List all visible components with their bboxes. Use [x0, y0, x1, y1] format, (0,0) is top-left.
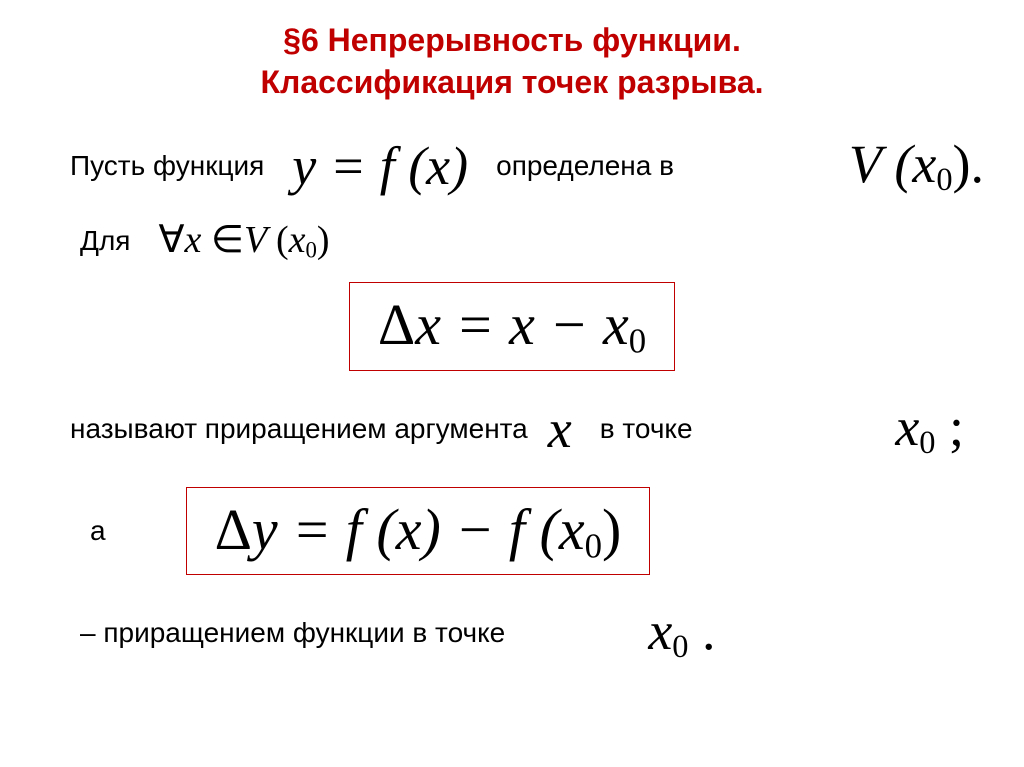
- box1-formula: Δx = x − x0: [378, 292, 646, 357]
- line1-text1: Пусть функция: [70, 150, 264, 182]
- line-5: – приращением функции в точке x0 .: [40, 600, 984, 666]
- title-line-2: Классификация точек разрыва.: [260, 64, 763, 100]
- line1-formula1: y = f (x): [292, 135, 468, 197]
- line5-formula1: x0 .: [648, 600, 715, 666]
- line3-formula2: x0 ;: [895, 396, 964, 462]
- line4-text1: а: [90, 515, 106, 547]
- box-delta-x: Δx = x − x0: [349, 282, 675, 371]
- line-4: а Δy = f (x) − f (x0): [40, 487, 984, 576]
- line1-formula2: V (x0).: [849, 133, 984, 199]
- line3-text2: в точке: [600, 413, 693, 445]
- line-3: называют приращением аргумента x в точке…: [40, 396, 984, 462]
- box2-formula: Δy = f (x) − f (x0): [215, 497, 622, 562]
- box-delta-y: Δy = f (x) − f (x0): [186, 487, 651, 576]
- line-1: Пусть функция y = f (x) определена в V (…: [40, 133, 984, 199]
- title-line-1: §6 Непрерывность функции.: [283, 22, 741, 58]
- line-2: Для ∀x ∈V (x0): [40, 217, 984, 264]
- box1-row: Δx = x − x0: [40, 282, 984, 371]
- line2-text1: Для: [80, 225, 130, 257]
- line5-text1: – приращением функции в точке: [80, 617, 505, 649]
- line2-formula1: ∀x ∈V (x0): [158, 217, 329, 264]
- line3-text1: называют приращением аргумента: [70, 413, 528, 445]
- slide-title: §6 Непрерывность функции. Классификация …: [40, 20, 984, 103]
- line3-formula1: x: [548, 398, 572, 460]
- line1-text2: определена в: [496, 150, 674, 182]
